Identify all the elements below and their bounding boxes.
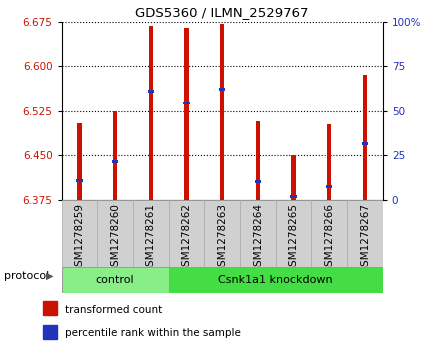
Title: GDS5360 / ILMN_2529767: GDS5360 / ILMN_2529767: [136, 6, 309, 19]
Bar: [62, 200, 97, 267]
Bar: [43, 301, 57, 315]
Text: GSM1278261: GSM1278261: [146, 203, 156, 273]
Bar: [363, 75, 367, 200]
Bar: [113, 111, 117, 200]
Bar: [112, 160, 118, 163]
Text: control: control: [96, 275, 135, 285]
Bar: [147, 90, 154, 93]
Bar: [240, 200, 276, 267]
Bar: [133, 200, 169, 267]
Bar: [347, 200, 383, 267]
Bar: [220, 24, 224, 200]
Bar: [326, 185, 333, 188]
Bar: [290, 195, 297, 197]
Bar: [169, 200, 204, 267]
Text: GSM1278267: GSM1278267: [360, 203, 370, 273]
Bar: [97, 200, 133, 267]
Text: GSM1278260: GSM1278260: [110, 203, 120, 273]
Bar: [77, 123, 81, 200]
Text: Csnk1a1 knockdown: Csnk1a1 knockdown: [218, 275, 333, 285]
Bar: [327, 125, 331, 200]
Bar: [76, 179, 83, 182]
Bar: [62, 267, 169, 293]
Text: GSM1278266: GSM1278266: [324, 203, 334, 273]
Text: percentile rank within the sample: percentile rank within the sample: [65, 329, 241, 338]
Bar: [255, 180, 261, 183]
Text: GSM1278262: GSM1278262: [182, 203, 191, 273]
Bar: [184, 28, 189, 200]
Text: GSM1278263: GSM1278263: [217, 203, 227, 273]
Bar: [291, 155, 296, 200]
Bar: [312, 200, 347, 267]
Bar: [149, 26, 153, 200]
Bar: [204, 200, 240, 267]
Text: transformed count: transformed count: [65, 305, 163, 315]
Bar: [219, 89, 225, 91]
Text: protocol: protocol: [4, 271, 50, 281]
Bar: [43, 325, 57, 339]
Bar: [256, 121, 260, 200]
Text: GSM1278264: GSM1278264: [253, 203, 263, 273]
Bar: [276, 200, 312, 267]
Text: GSM1278265: GSM1278265: [289, 203, 299, 273]
Bar: [169, 267, 383, 293]
Bar: [183, 102, 190, 105]
Text: ▶: ▶: [46, 271, 54, 281]
Text: GSM1278259: GSM1278259: [74, 203, 84, 273]
Bar: [362, 142, 368, 145]
